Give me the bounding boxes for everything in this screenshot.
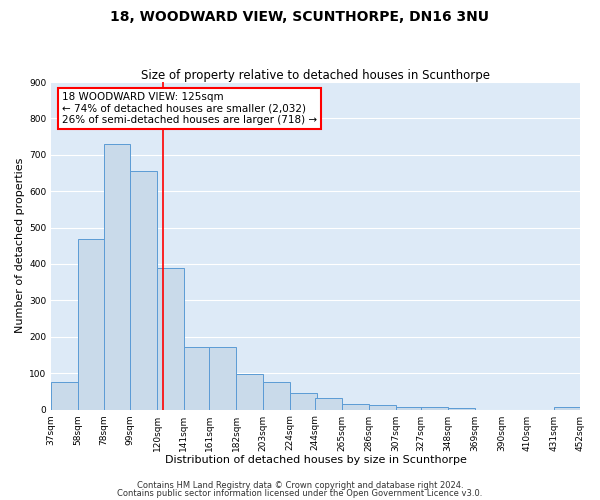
Bar bbox=[342, 404, 369, 409]
Bar bbox=[157, 268, 184, 410]
Bar bbox=[369, 405, 395, 409]
Text: Contains public sector information licensed under the Open Government Licence v3: Contains public sector information licen… bbox=[118, 488, 482, 498]
Bar bbox=[78, 238, 105, 410]
Bar bbox=[236, 374, 263, 410]
Title: Size of property relative to detached houses in Scunthorpe: Size of property relative to detached ho… bbox=[142, 69, 490, 82]
Bar bbox=[315, 398, 342, 409]
Bar bbox=[448, 408, 475, 410]
Text: Contains HM Land Registry data © Crown copyright and database right 2024.: Contains HM Land Registry data © Crown c… bbox=[137, 481, 463, 490]
Bar bbox=[263, 382, 290, 409]
Bar bbox=[51, 382, 78, 409]
Bar bbox=[554, 406, 580, 410]
Bar bbox=[395, 407, 422, 410]
Bar bbox=[104, 144, 130, 409]
Bar bbox=[184, 347, 211, 410]
Text: 18 WOODWARD VIEW: 125sqm
← 74% of detached houses are smaller (2,032)
26% of sem: 18 WOODWARD VIEW: 125sqm ← 74% of detach… bbox=[62, 92, 317, 125]
Bar bbox=[290, 393, 317, 409]
Bar bbox=[130, 171, 157, 410]
Bar bbox=[421, 408, 448, 410]
Bar bbox=[209, 347, 236, 410]
Text: 18, WOODWARD VIEW, SCUNTHORPE, DN16 3NU: 18, WOODWARD VIEW, SCUNTHORPE, DN16 3NU bbox=[110, 10, 490, 24]
X-axis label: Distribution of detached houses by size in Scunthorpe: Distribution of detached houses by size … bbox=[165, 455, 467, 465]
Y-axis label: Number of detached properties: Number of detached properties bbox=[15, 158, 25, 334]
